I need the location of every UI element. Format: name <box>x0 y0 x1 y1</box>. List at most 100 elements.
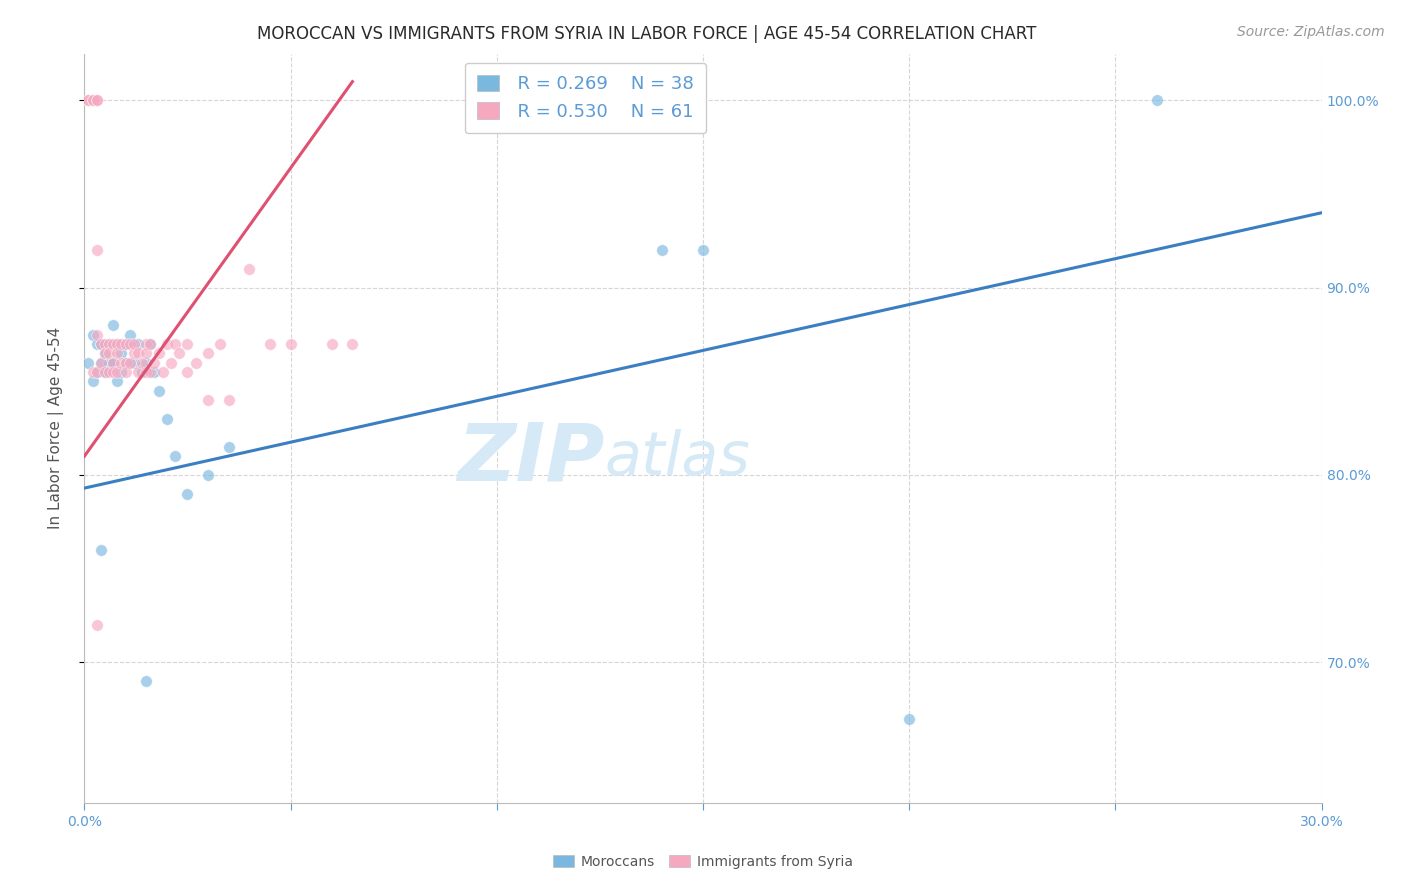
Point <box>160 355 183 369</box>
Point <box>82 93 104 107</box>
Point <box>103 318 125 333</box>
Point <box>105 365 128 379</box>
Point <box>86 243 108 257</box>
Point <box>82 374 104 388</box>
Point <box>105 336 128 351</box>
Point <box>118 355 141 369</box>
Point <box>321 336 343 351</box>
Text: Source: ZipAtlas.com: Source: ZipAtlas.com <box>1237 25 1385 39</box>
Point <box>114 355 136 369</box>
Point <box>898 711 921 725</box>
Point <box>86 336 108 351</box>
Point <box>86 365 108 379</box>
Point <box>131 365 153 379</box>
Point <box>176 336 198 351</box>
Point <box>167 346 190 360</box>
Point <box>82 327 104 342</box>
Point <box>103 365 125 379</box>
Point <box>103 355 125 369</box>
Point <box>86 93 108 107</box>
Point <box>197 392 219 407</box>
Point <box>122 336 145 351</box>
Point <box>139 365 162 379</box>
Point <box>94 346 117 360</box>
Point <box>280 336 302 351</box>
Point <box>197 346 219 360</box>
Point <box>98 336 121 351</box>
Point <box>90 336 112 351</box>
Point <box>77 93 100 107</box>
Point <box>110 336 132 351</box>
Point <box>114 336 136 351</box>
Point <box>259 336 281 351</box>
Point <box>110 346 132 360</box>
Point <box>139 336 162 351</box>
Point <box>1146 93 1168 107</box>
Point <box>184 355 207 369</box>
Point <box>94 336 117 351</box>
Point <box>114 365 136 379</box>
Point <box>98 336 121 351</box>
Point <box>165 336 187 351</box>
Point <box>176 486 198 500</box>
Point <box>77 93 100 107</box>
Point <box>135 355 157 369</box>
Point <box>90 542 112 557</box>
Point <box>143 355 166 369</box>
Point <box>135 365 157 379</box>
Point <box>156 412 179 426</box>
Point <box>218 392 240 407</box>
Point <box>114 336 136 351</box>
Point <box>86 327 108 342</box>
Point <box>77 355 100 369</box>
Point <box>143 365 166 379</box>
Point <box>110 355 132 369</box>
Point <box>238 261 260 276</box>
Point <box>94 365 117 379</box>
Point <box>148 346 170 360</box>
Point <box>82 93 104 107</box>
Point <box>156 336 179 351</box>
Legend: Moroccans, Immigrants from Syria: Moroccans, Immigrants from Syria <box>547 849 859 874</box>
Point <box>98 365 121 379</box>
Point <box>90 336 112 351</box>
Point <box>98 355 121 369</box>
Point <box>103 355 125 369</box>
Point <box>86 93 108 107</box>
Point <box>152 365 174 379</box>
Point <box>135 346 157 360</box>
Point <box>122 355 145 369</box>
Point <box>90 355 112 369</box>
Point <box>209 336 232 351</box>
Point <box>103 336 125 351</box>
Point <box>176 365 198 379</box>
Point <box>105 374 128 388</box>
Point <box>105 346 128 360</box>
Point <box>218 440 240 454</box>
Text: atlas: atlas <box>605 429 749 487</box>
Point <box>139 336 162 351</box>
Point <box>692 243 714 257</box>
Point <box>127 365 149 379</box>
Point <box>127 336 149 351</box>
Point <box>165 449 187 463</box>
Point <box>118 336 141 351</box>
Point <box>86 365 108 379</box>
Point <box>114 355 136 369</box>
Point <box>197 467 219 482</box>
Point <box>94 365 117 379</box>
Point <box>148 384 170 398</box>
Point <box>118 327 141 342</box>
Point <box>131 355 153 369</box>
Point <box>122 346 145 360</box>
Point <box>94 346 117 360</box>
Text: MOROCCAN VS IMMIGRANTS FROM SYRIA IN LABOR FORCE | AGE 45-54 CORRELATION CHART: MOROCCAN VS IMMIGRANTS FROM SYRIA IN LAB… <box>257 25 1036 43</box>
Point <box>135 336 157 351</box>
Y-axis label: In Labor Force | Age 45-54: In Labor Force | Age 45-54 <box>48 327 63 529</box>
Point <box>135 673 157 688</box>
Point <box>110 365 132 379</box>
Text: ZIP: ZIP <box>457 419 605 497</box>
Point <box>651 243 673 257</box>
Point <box>86 617 108 632</box>
Point <box>98 346 121 360</box>
